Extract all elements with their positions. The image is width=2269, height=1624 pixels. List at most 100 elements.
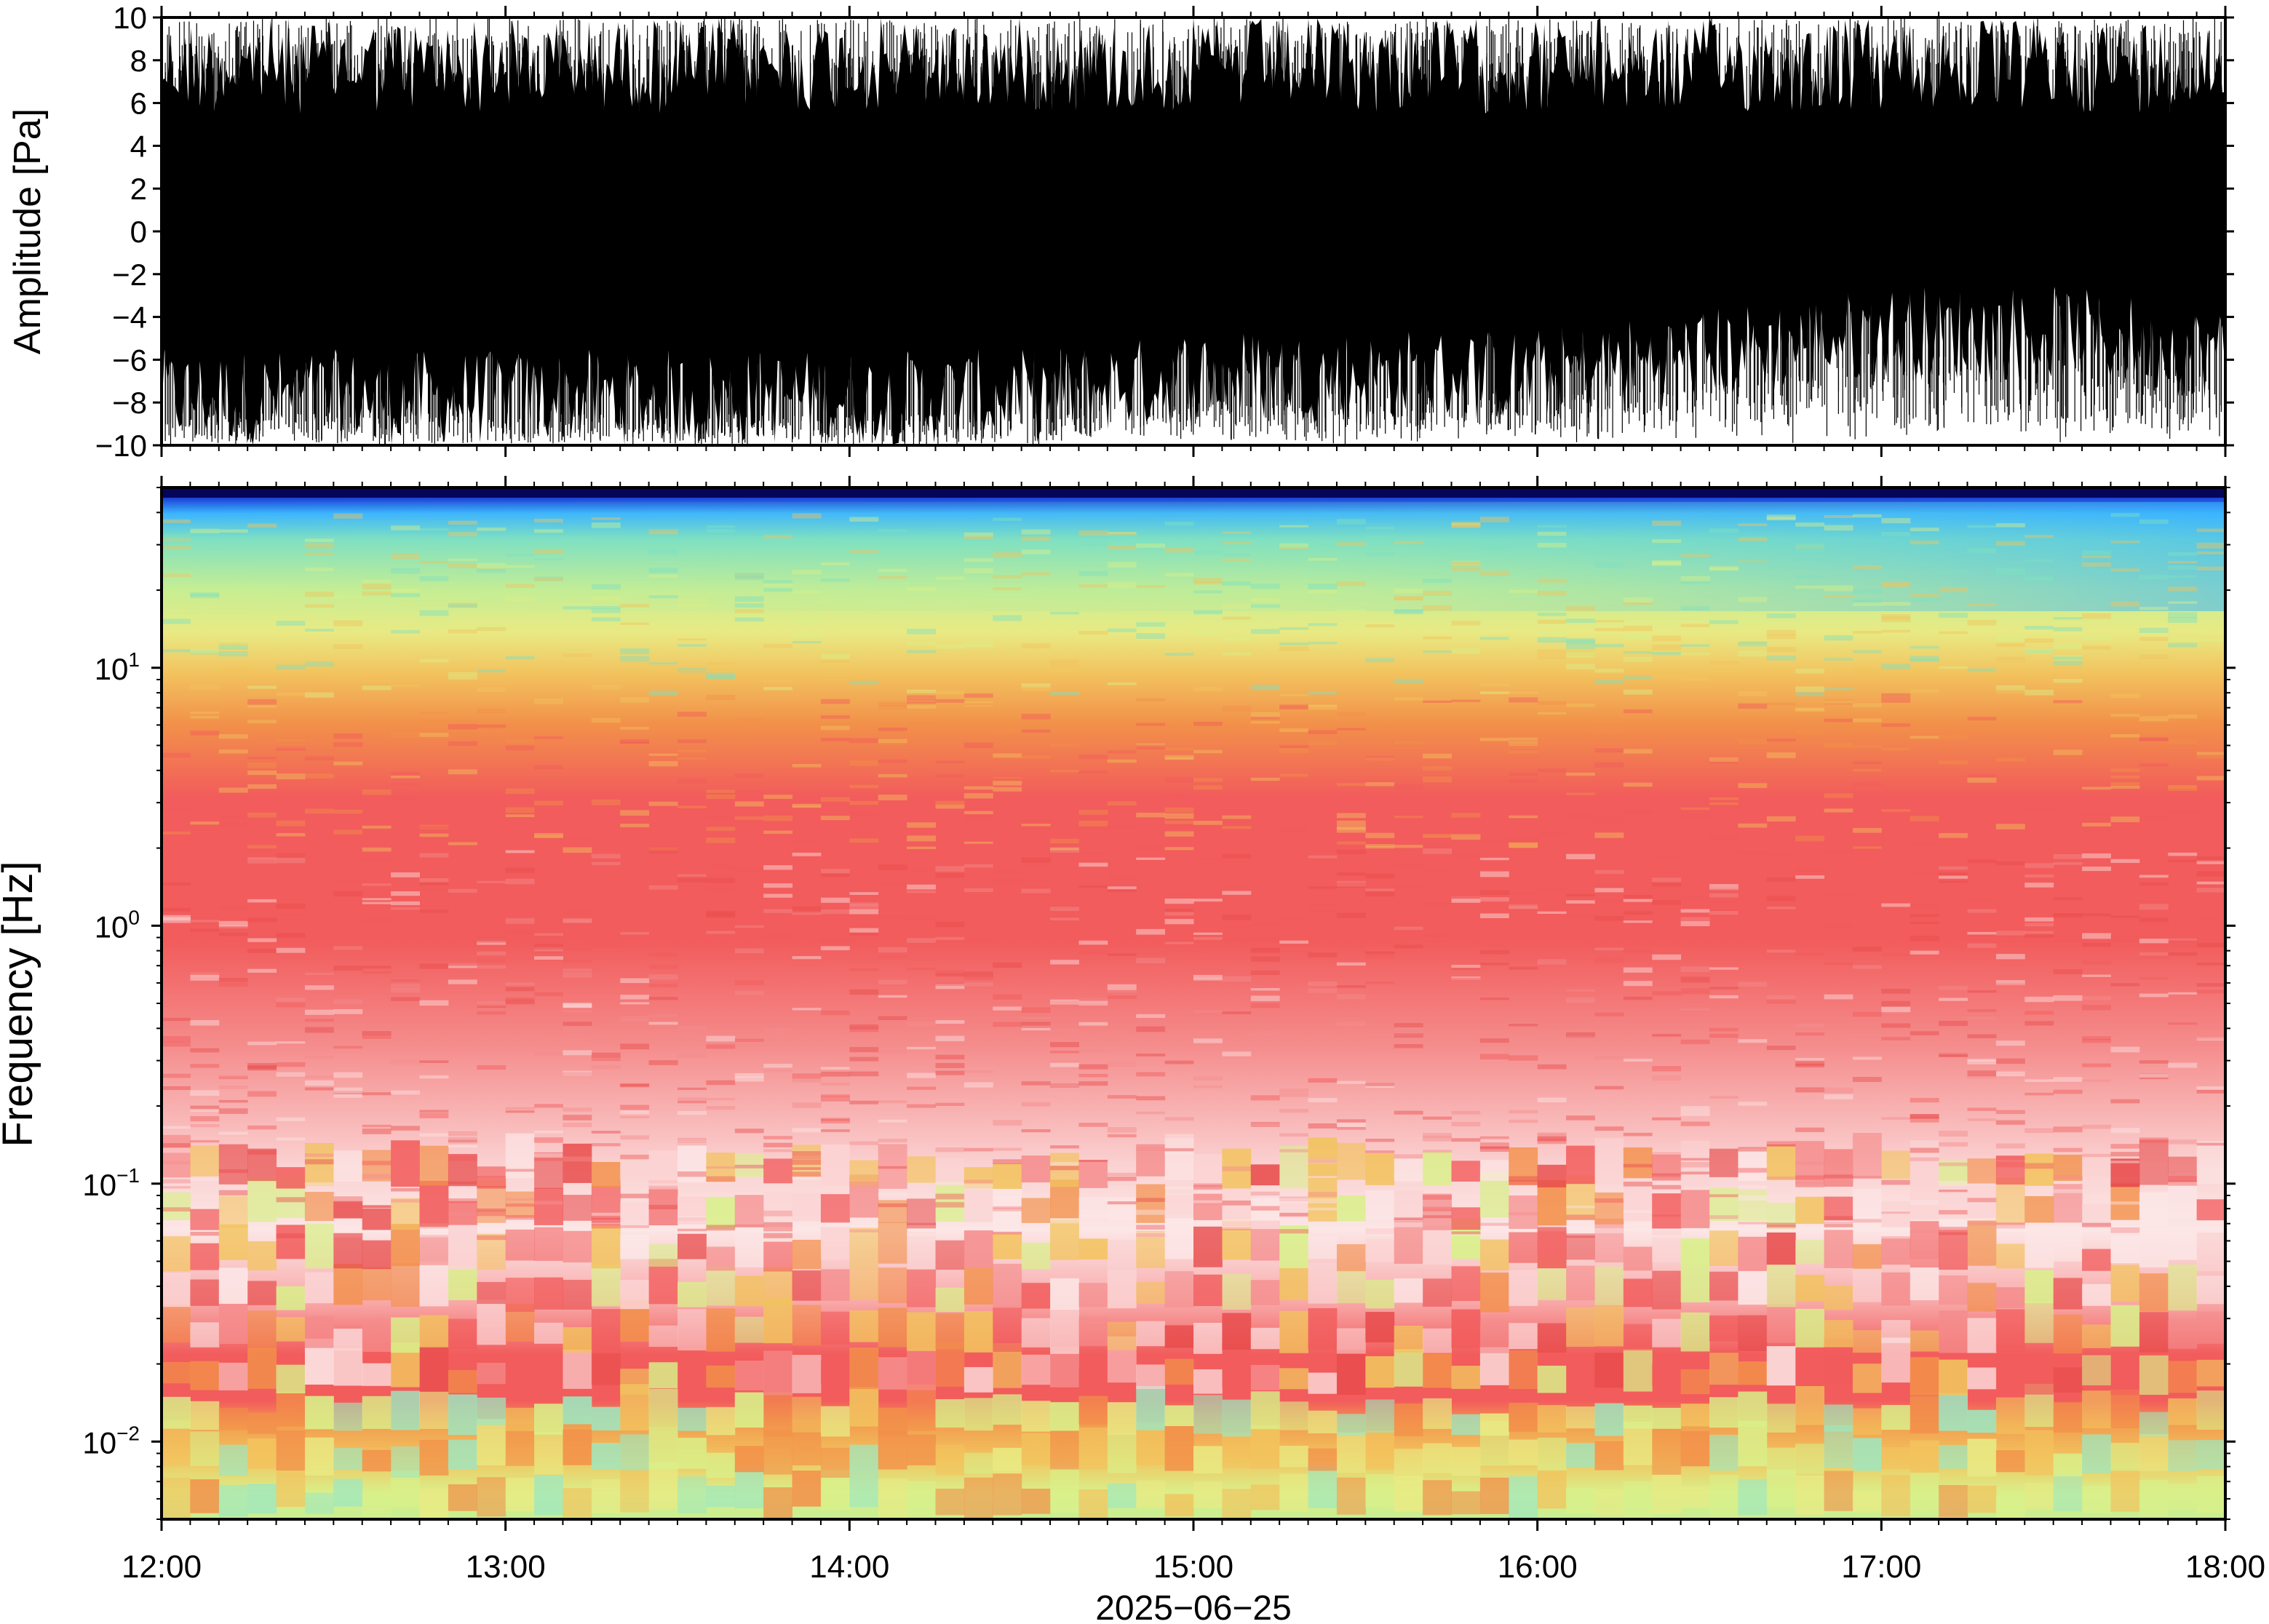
spectrogram-cell bbox=[1222, 1273, 1252, 1310]
spectrogram-cell bbox=[1537, 1437, 1567, 1470]
spectrogram-streak bbox=[2110, 1183, 2140, 1187]
spectrogram-streak bbox=[1365, 1047, 1395, 1050]
spectrogram-streak bbox=[1537, 712, 1567, 715]
spectrogram-cell bbox=[1680, 1262, 1710, 1302]
spectrogram-streak bbox=[1308, 855, 1338, 859]
spectrogram-streak bbox=[1479, 857, 1509, 861]
spectrogram-streak bbox=[2024, 863, 2054, 868]
spectrogram-streak bbox=[1279, 940, 1309, 944]
spectrogram-cell bbox=[1709, 1148, 1738, 1177]
spectrogram-streak bbox=[1824, 994, 1853, 1000]
spectrogram-streak bbox=[534, 833, 563, 838]
spectrogram-streak bbox=[706, 864, 736, 870]
spectrogram-streak bbox=[1594, 643, 1624, 648]
spectrogram-streak bbox=[1566, 664, 1595, 670]
spectrogram-cell bbox=[620, 1279, 650, 1310]
spectrogram-streak bbox=[2024, 1163, 2054, 1169]
spectrogram-streak bbox=[534, 800, 563, 806]
spectrogram-streak bbox=[1623, 689, 1653, 695]
spectrogram-cell bbox=[1680, 1190, 1710, 1228]
spectrogram-streak bbox=[2024, 576, 2054, 581]
spectrogram-streak bbox=[1479, 950, 1509, 955]
spectrogram-streak bbox=[1479, 1142, 1509, 1149]
spectrogram-streak bbox=[878, 728, 907, 731]
spectrogram-streak bbox=[1336, 519, 1366, 525]
spectrogram-streak bbox=[620, 697, 650, 703]
spectrogram-streak bbox=[534, 1137, 563, 1143]
spectrogram-streak bbox=[333, 1008, 363, 1014]
spectrogram-streak bbox=[620, 1154, 650, 1160]
spectrogram-streak bbox=[1939, 666, 1968, 669]
spectrogram-streak bbox=[1193, 977, 1223, 981]
spectrogram-streak bbox=[1279, 724, 1309, 729]
spectrogram-cell bbox=[1308, 1137, 1338, 1177]
spectrogram-streak bbox=[1995, 1161, 2025, 1168]
spectrogram-streak bbox=[1078, 1064, 1108, 1070]
spectrogram-streak bbox=[620, 978, 650, 984]
spectrogram-streak bbox=[2196, 1037, 2225, 1041]
spectrogram-cell bbox=[1766, 1304, 1796, 1343]
spectrogram-streak bbox=[218, 641, 248, 645]
spectrogram-streak bbox=[1050, 1042, 1079, 1048]
spectrogram-cell bbox=[1881, 1236, 1911, 1265]
spectrogram-streak bbox=[1537, 632, 1567, 636]
spectrogram-cell bbox=[1394, 1158, 1423, 1182]
spectrogram-streak bbox=[1852, 781, 1882, 787]
spectrogram-cell bbox=[963, 1398, 993, 1431]
spectrogram-streak bbox=[276, 664, 306, 670]
spectrogram-streak bbox=[1766, 942, 1796, 946]
spectrogram-streak bbox=[391, 1090, 420, 1095]
spectrogram-streak bbox=[304, 1075, 334, 1079]
spectrogram-streak bbox=[276, 1062, 306, 1067]
spectrogram-streak bbox=[2024, 1011, 2054, 1015]
spectrogram-streak bbox=[304, 1080, 334, 1086]
spectrogram-streak bbox=[963, 701, 993, 707]
spectrogram-streak bbox=[1652, 1214, 1682, 1217]
spectrogram-streak bbox=[963, 971, 993, 977]
spectrogram-streak bbox=[534, 1156, 563, 1161]
spectrogram-streak bbox=[419, 733, 449, 737]
spectrogram-streak bbox=[505, 807, 535, 813]
spectrogram-streak bbox=[1766, 816, 1796, 822]
spectrogram-streak bbox=[1107, 562, 1137, 568]
spectrogram-streak bbox=[935, 774, 965, 778]
spectrogram-cell bbox=[304, 1192, 334, 1222]
spectrogram-streak bbox=[448, 604, 477, 608]
spectrogram-streak bbox=[648, 952, 678, 957]
spectrogram-cell bbox=[2024, 1195, 2054, 1223]
spectrogram-cell bbox=[648, 1150, 678, 1187]
spectrogram-cell bbox=[2082, 1485, 2111, 1513]
spectrogram-streak bbox=[362, 685, 392, 690]
spectrogram-streak bbox=[1078, 1081, 1108, 1086]
amplitude-y-tick-label: 0 bbox=[130, 215, 147, 249]
spectrogram-streak bbox=[1967, 943, 1997, 948]
spectrogram-streak bbox=[1394, 1033, 1423, 1038]
spectrogram-cell bbox=[2110, 1469, 2140, 1512]
spectrogram-streak bbox=[505, 656, 535, 660]
spectrogram-cell bbox=[1222, 1187, 1252, 1229]
spectrogram-streak bbox=[1308, 1123, 1338, 1129]
spectrogram-streak bbox=[591, 717, 621, 723]
spectrogram-streak bbox=[1509, 1180, 1538, 1185]
spectrogram-streak bbox=[448, 629, 477, 634]
spectrogram-streak bbox=[1652, 1066, 1682, 1072]
spectrogram-streak bbox=[1967, 1107, 1997, 1111]
spectrogram-streak bbox=[1107, 824, 1137, 829]
spectrogram-streak bbox=[247, 1062, 277, 1068]
spectrogram-streak bbox=[907, 586, 936, 592]
spectrogram-streak bbox=[1509, 773, 1538, 776]
spectrogram-cell bbox=[1394, 1449, 1423, 1475]
spectrogram-cell bbox=[1852, 1188, 1882, 1228]
spectrogram-cell bbox=[162, 1362, 191, 1384]
spectrogram-streak bbox=[734, 990, 764, 995]
spectrogram-streak bbox=[820, 658, 850, 664]
spectrogram-streak bbox=[218, 814, 248, 820]
spectrogram-streak bbox=[1680, 624, 1710, 627]
spectrogram-cell bbox=[505, 1229, 535, 1261]
spectrogram-cell bbox=[391, 1317, 420, 1353]
spectrogram-cell bbox=[1479, 1413, 1509, 1436]
spectrogram-cell bbox=[1509, 1439, 1538, 1465]
spectrogram-streak bbox=[362, 591, 392, 596]
spectrogram-streak bbox=[763, 687, 793, 690]
spectrogram-cell bbox=[1423, 1225, 1452, 1265]
